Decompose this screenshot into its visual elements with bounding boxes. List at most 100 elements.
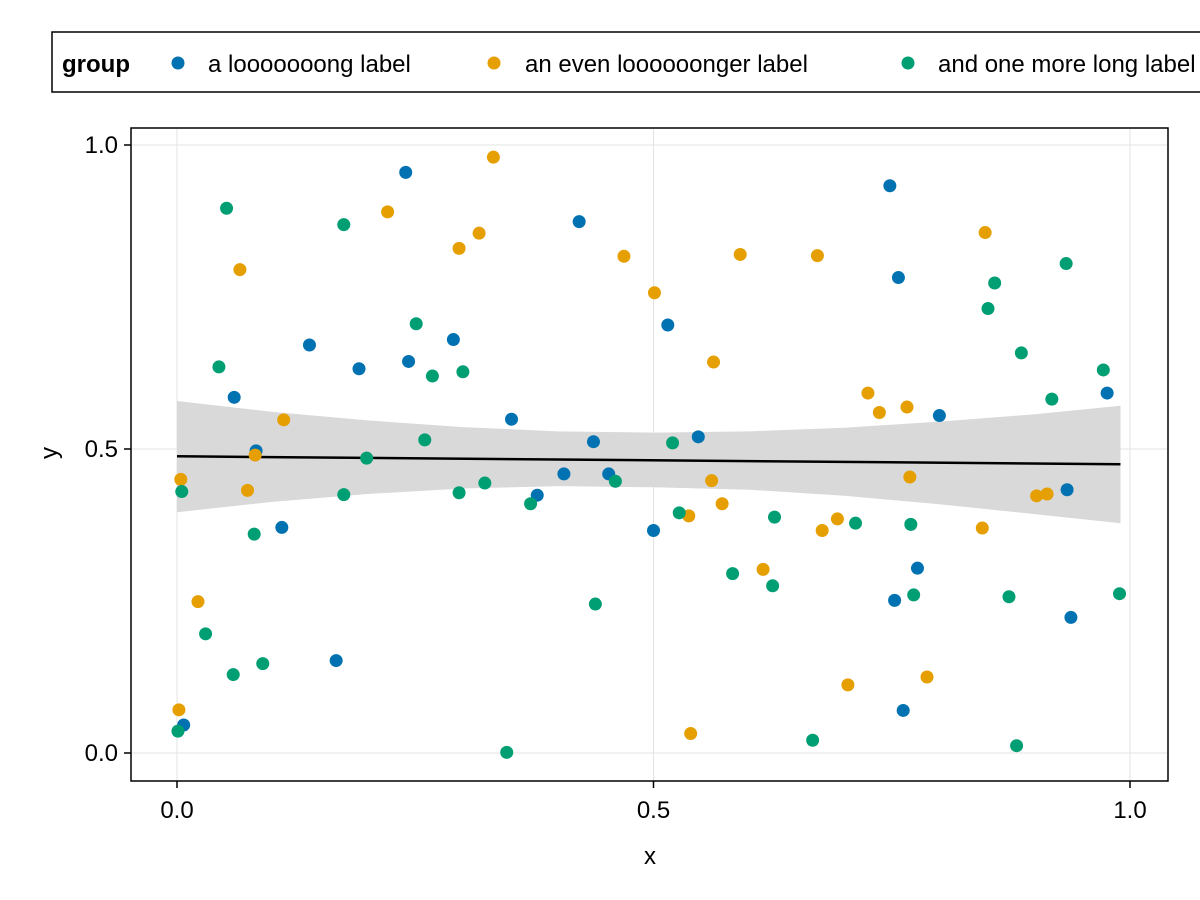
data-point-series-1 — [572, 215, 586, 229]
data-point-series-3 — [478, 476, 492, 490]
data-point-series-2 — [684, 727, 698, 741]
data-point-series-2 — [172, 703, 186, 717]
data-point-series-1 — [505, 412, 519, 426]
data-point-series-2 — [903, 470, 917, 484]
plot-area: 0.0 0.5 1.0 0.0 0.5 1.0 — [85, 127, 1169, 824]
data-point-series-2 — [1030, 489, 1044, 503]
data-point-series-3 — [1096, 363, 1110, 377]
data-point-series-3 — [220, 201, 234, 215]
data-point-series-3 — [981, 302, 995, 316]
data-point-series-3 — [1010, 739, 1024, 753]
data-point-series-2 — [248, 448, 262, 462]
y-axis-label: y — [36, 447, 63, 459]
x-tick-label: 1.0 — [1113, 797, 1146, 824]
data-point-series-1 — [910, 561, 924, 575]
data-point-series-2 — [617, 249, 631, 263]
data-point-series-2 — [277, 413, 291, 427]
legend-label-series-2: an even loooooonger label — [525, 51, 808, 78]
x-axis-label: x — [644, 843, 656, 870]
x-tick-label: 0.5 — [637, 797, 670, 824]
legend-marker-series-3 — [901, 56, 915, 70]
data-point-series-3 — [256, 657, 270, 671]
data-point-series-1 — [1060, 483, 1074, 497]
data-point-series-3 — [226, 668, 240, 682]
data-point-series-3 — [425, 369, 439, 383]
data-point-series-1 — [891, 271, 905, 285]
data-point-series-2 — [381, 205, 395, 219]
data-point-series-2 — [241, 483, 255, 497]
axis-ticks: 0.0 0.5 1.0 0.0 0.5 1.0 — [85, 132, 1147, 824]
plot-frame — [130, 127, 1169, 782]
data-point-series-1 — [661, 318, 675, 332]
data-point-series-3 — [360, 451, 374, 465]
data-point-series-2 — [975, 521, 989, 535]
y-tick-label: 1.0 — [85, 132, 118, 159]
data-point-series-3 — [337, 488, 351, 502]
data-point-series-2 — [733, 247, 747, 261]
data-point-series-1 — [883, 179, 897, 193]
data-point-series-1 — [352, 362, 366, 376]
data-point-series-3 — [175, 485, 189, 499]
data-point-series-3 — [199, 627, 213, 641]
data-point-series-1 — [888, 593, 902, 607]
data-point-series-2 — [705, 474, 719, 488]
data-point-series-3 — [672, 506, 686, 520]
data-point-series-2 — [174, 472, 188, 486]
data-points — [171, 150, 1127, 759]
data-point-series-1 — [896, 703, 910, 717]
data-point-series-3 — [849, 516, 863, 530]
data-point-series-2 — [715, 497, 729, 511]
data-point-series-2 — [900, 400, 914, 414]
data-point-series-1 — [932, 409, 946, 423]
data-point-series-3 — [456, 365, 470, 379]
data-point-series-1 — [1064, 610, 1078, 624]
legend-marker-series-1 — [171, 56, 185, 70]
data-point-series-2 — [472, 226, 486, 240]
data-point-series-2 — [861, 386, 875, 400]
data-point-series-1 — [227, 390, 241, 404]
data-point-series-1 — [402, 354, 416, 368]
data-point-series-1 — [302, 338, 316, 352]
data-point-series-1 — [647, 523, 660, 537]
data-point-series-1 — [691, 430, 705, 444]
y-tick-label: 0.5 — [85, 436, 118, 463]
data-point-series-2 — [872, 406, 886, 420]
data-point-series-3 — [1014, 346, 1028, 360]
legend: group a looooooong label an even loooooo… — [51, 31, 1200, 93]
fit-line — [176, 455, 1121, 466]
data-point-series-3 — [247, 527, 261, 541]
data-point-series-2 — [841, 678, 855, 692]
data-point-series-3 — [1002, 590, 1016, 604]
data-point-series-2 — [756, 562, 770, 576]
data-point-series-1 — [275, 520, 289, 534]
data-point-series-3 — [766, 579, 780, 593]
data-point-series-3 — [588, 597, 602, 611]
data-point-series-3 — [904, 517, 918, 531]
legend-label-series-1: a looooooong label — [208, 51, 411, 78]
data-point-series-2 — [191, 595, 205, 609]
data-point-series-2 — [815, 523, 829, 537]
data-point-series-3 — [418, 433, 432, 447]
data-point-series-2 — [452, 241, 466, 255]
data-point-series-3 — [806, 733, 820, 747]
data-point-series-1 — [446, 333, 460, 347]
x-tick-label: 0.0 — [160, 797, 193, 824]
data-point-series-3 — [1059, 257, 1073, 271]
data-point-series-1 — [557, 467, 571, 481]
data-point-series-2 — [647, 286, 661, 300]
data-point-series-3 — [988, 276, 1002, 290]
legend-frame — [51, 31, 1200, 93]
data-point-series-1 — [1100, 386, 1114, 400]
data-point-series-3 — [337, 218, 351, 232]
data-point-series-3 — [1113, 587, 1127, 601]
data-point-series-3 — [1045, 392, 1059, 406]
data-point-series-2 — [233, 263, 247, 277]
data-point-series-1 — [586, 435, 600, 449]
data-point-series-3 — [666, 436, 680, 450]
data-point-series-2 — [920, 670, 934, 684]
data-point-series-3 — [726, 567, 740, 581]
data-point-series-2 — [707, 355, 721, 369]
data-point-series-2 — [978, 226, 992, 240]
data-point-series-2 — [486, 150, 500, 164]
